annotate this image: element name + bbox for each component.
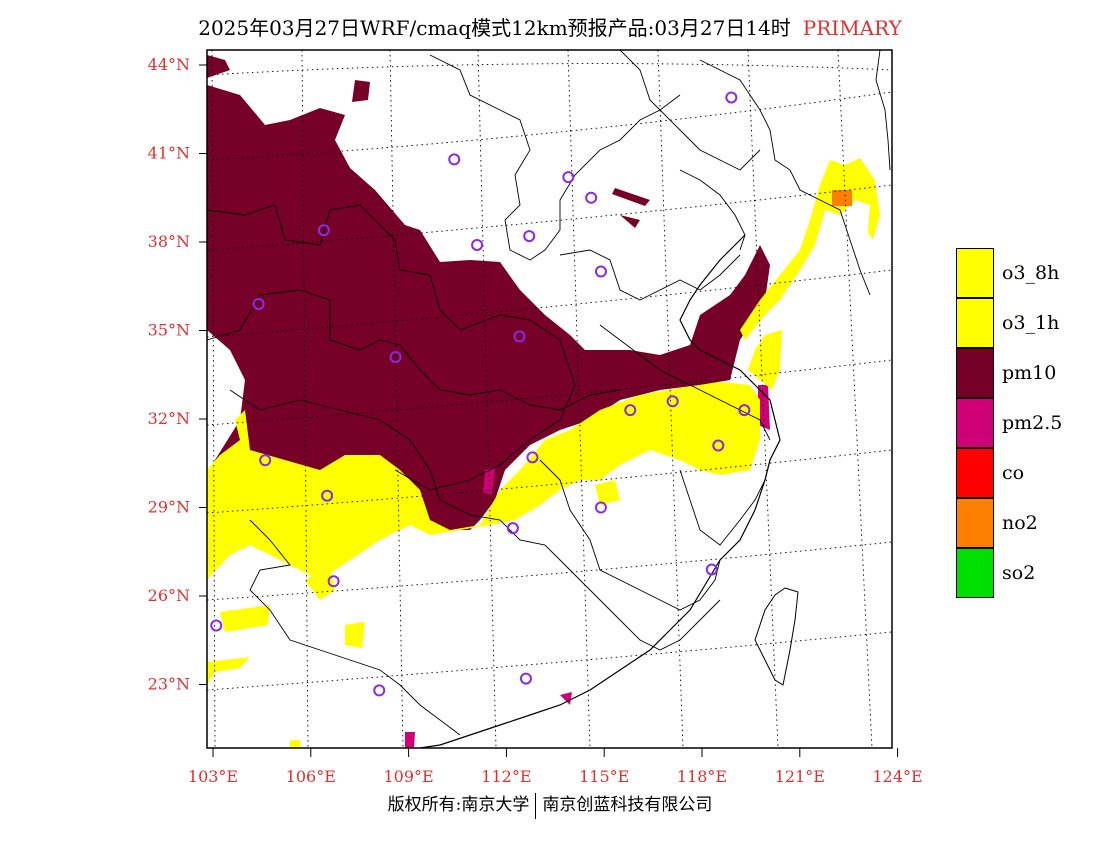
station-marker[interactable] [562, 171, 575, 184]
station-marker[interactable] [523, 230, 536, 243]
station-marker[interactable] [666, 395, 679, 408]
station-marker[interactable] [594, 265, 607, 278]
station-markers [210, 91, 751, 697]
station-marker[interactable] [712, 439, 725, 452]
longitude-axis: 103°E 106°E 109°E 112°E 115°E 118°E 121°E 124°E [188, 748, 923, 786]
map-title: 2025年03月27日WRF/cmaq模式12km预报产品:03月27日14时 P… [0, 12, 1100, 41]
lon-label: 109°E [383, 767, 433, 786]
station-marker[interactable] [738, 404, 751, 417]
station-marker[interactable] [506, 522, 519, 535]
lon-label: 115°E [579, 767, 629, 786]
lon-label: 121°E [775, 767, 825, 786]
lat-label: 38°N [148, 232, 190, 251]
station-marker[interactable] [259, 454, 272, 467]
map-frame [206, 49, 893, 749]
legend-label: o3_8h [1002, 262, 1060, 284]
legend-label: pm2.5 [1002, 412, 1063, 434]
lat-label: 44°N [148, 55, 190, 74]
legend-swatch [956, 498, 994, 548]
lat-label: 23°N [148, 675, 190, 694]
station-marker[interactable] [373, 684, 386, 697]
copyright: 版权所有:南京大学 南京创蓝科技有限公司 [0, 790, 1100, 819]
legend-swatch [956, 248, 994, 298]
o3-belt [207, 382, 760, 580]
lat-label: 35°N [148, 321, 190, 340]
lat-label: 32°N [148, 409, 190, 428]
station-marker[interactable] [327, 575, 340, 588]
legend-label: no2 [1002, 512, 1038, 534]
o3-east [748, 330, 782, 390]
station-marker[interactable] [210, 619, 223, 632]
station-marker[interactable] [389, 351, 402, 364]
latitude-axis: 44°N 41°N 38°N 35°N 32°N 29°N 26°N 23°N [148, 55, 207, 694]
coastline [419, 234, 781, 748]
lat-label: 29°N [148, 498, 190, 517]
no2-patch [832, 190, 852, 206]
legend-label: o3_1h [1002, 312, 1060, 334]
legend-swatch [956, 448, 994, 498]
station-marker[interactable] [519, 672, 532, 685]
station-marker[interactable] [624, 404, 637, 417]
station-marker[interactable] [705, 563, 718, 576]
legend-swatch [956, 298, 994, 348]
station-marker[interactable] [513, 330, 526, 343]
legend-swatch [956, 548, 994, 598]
station-marker[interactable] [594, 501, 607, 514]
station-marker[interactable] [585, 191, 598, 204]
station-marker[interactable] [321, 489, 334, 502]
station-marker[interactable] [317, 224, 330, 237]
lon-label: 106°E [286, 767, 336, 786]
lat-label: 26°N [148, 586, 190, 605]
legend-label: pm10 [1002, 362, 1057, 384]
title-tag: PRIMARY [802, 16, 902, 40]
legend-swatch [956, 348, 994, 398]
lon-label: 118°E [677, 767, 727, 786]
pm10-region [207, 55, 770, 530]
lon-label: 124°E [872, 767, 922, 786]
lon-label: 112°E [481, 767, 531, 786]
station-marker[interactable] [725, 91, 738, 104]
lon-label: 103°E [188, 767, 238, 786]
graticule [207, 50, 892, 748]
title-main: 2025年03月27日WRF/cmaq模式12km预报产品:03月27日14时 [198, 16, 791, 40]
copyright-separator [535, 792, 537, 819]
station-marker[interactable] [471, 238, 484, 251]
station-marker[interactable] [252, 297, 265, 310]
map-content [207, 50, 892, 748]
lat-label: 41°N [148, 144, 190, 163]
copyright-company: 南京创蓝科技有限公司 [542, 795, 713, 815]
station-marker[interactable] [448, 153, 461, 166]
legend-label: co [1002, 462, 1025, 484]
legend-swatch [956, 398, 994, 448]
legend-label: so2 [1002, 562, 1036, 584]
station-marker[interactable] [526, 451, 539, 464]
copyright-owner: 版权所有:南京大学 [387, 795, 530, 815]
pm10-blob-ne [352, 80, 650, 228]
taiwan-outline [754, 587, 799, 686]
